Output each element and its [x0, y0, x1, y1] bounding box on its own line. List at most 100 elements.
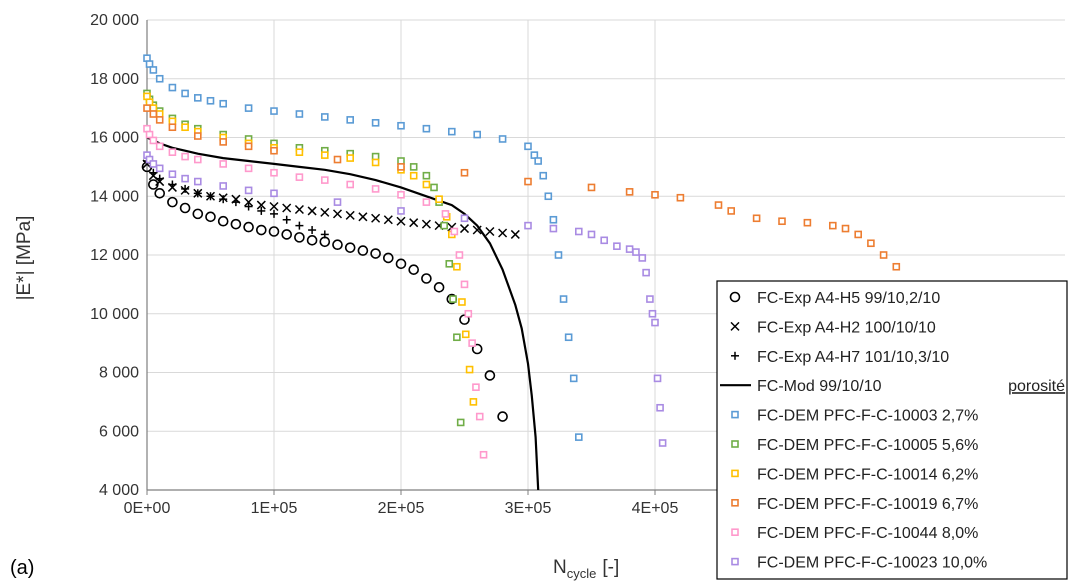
data-point [192, 208, 204, 220]
data-point [155, 116, 164, 124]
series-1 [142, 159, 520, 239]
data-point [455, 251, 464, 259]
plot-area [141, 54, 901, 491]
data-point [145, 130, 154, 139]
data-point [231, 198, 240, 207]
data-point [892, 262, 901, 271]
data-point [145, 155, 154, 164]
data-point [149, 168, 158, 177]
data-point [397, 163, 405, 171]
data-point [320, 151, 329, 159]
data-point [371, 119, 380, 127]
data-point [181, 152, 189, 161]
data-point [346, 180, 355, 189]
data-point [243, 221, 254, 233]
data-point [168, 123, 177, 132]
data-point [149, 110, 158, 118]
data-point [282, 203, 292, 213]
data-point [651, 190, 659, 199]
legend-label: FC-DEM PFC-F-C-10044 8,0% [757, 525, 978, 542]
data-point [371, 158, 380, 167]
data-point [828, 221, 837, 230]
data-point [646, 295, 654, 303]
data-point [346, 116, 355, 124]
data-point [433, 282, 445, 293]
data-point [625, 188, 634, 196]
data-point [219, 138, 227, 146]
data-point [485, 226, 495, 237]
data-point [409, 163, 418, 171]
data-point [244, 104, 253, 112]
x-axis-label: Ncycle [-] [553, 557, 619, 581]
data-point [651, 318, 659, 327]
legend-marker [731, 440, 739, 448]
data-point [397, 207, 405, 215]
data-point [422, 180, 431, 189]
data-point [371, 213, 381, 223]
legend-header: porosité [1008, 378, 1065, 395]
x-tick-label: 2E+05 [378, 500, 425, 517]
data-point [295, 221, 304, 230]
data-point [676, 193, 685, 202]
data-point [440, 221, 448, 230]
legend-label: FC-DEM PFC-F-C-10014 6,2% [757, 466, 978, 483]
legend-marker [731, 528, 739, 537]
data-point [230, 218, 242, 230]
data-point [422, 124, 431, 133]
data-point [194, 155, 202, 164]
data-point [441, 210, 450, 218]
legend: FC-Exp A4-H5 99/10,2/10 FC-Exp A4-H2 100/… [716, 280, 1068, 580]
y-tick-label: 4 000 [99, 482, 139, 499]
data-point [371, 185, 380, 193]
data-point [549, 215, 558, 224]
data-point [206, 96, 215, 105]
data-point [167, 196, 178, 208]
data-point [294, 204, 304, 214]
panel-label: (a) [10, 557, 34, 579]
data-point [409, 171, 418, 180]
data-point [143, 104, 151, 112]
data-point [193, 189, 202, 198]
data-point [642, 268, 650, 277]
data-point [475, 412, 484, 421]
data-point [145, 60, 154, 68]
data-point [149, 160, 158, 168]
data-point [559, 295, 568, 303]
data-point [841, 224, 850, 233]
data-point [396, 216, 406, 226]
x-axis-label-subscript: cycle [567, 566, 597, 581]
data-point [397, 121, 405, 130]
data-point [168, 170, 177, 179]
data-point [564, 333, 573, 342]
data-point [181, 174, 189, 183]
legend-label: FC-DEM PFC-F-C-10003 2,7% [757, 408, 978, 425]
legend-marker [731, 557, 739, 566]
data-point [867, 239, 875, 248]
data-point [459, 224, 470, 234]
data-point [574, 227, 583, 236]
data-point [346, 154, 355, 162]
data-point [270, 189, 278, 198]
legend-marker [729, 291, 741, 303]
data-point [155, 174, 164, 183]
y-axis-label: |E*| [MPa] [14, 216, 35, 301]
legend-label: FC-DEM PFC-F-C-10023 10,0% [757, 555, 987, 572]
data-point [333, 198, 342, 206]
series-3 [146, 136, 540, 491]
data-point [155, 74, 164, 83]
data-point [397, 190, 405, 199]
data-point [370, 248, 381, 259]
legend-marker [730, 321, 740, 331]
data-point [447, 127, 456, 136]
data-point [625, 245, 634, 253]
tick-labels: 4 000 6 000 8 000 10 000 12 000 14 000 16 000 1… [90, 12, 678, 517]
data-point [460, 168, 469, 177]
data-point [752, 214, 761, 223]
y-tick-label: 16 000 [90, 130, 139, 147]
x-tick-label: 4E+05 [632, 500, 679, 517]
data-point [653, 374, 662, 383]
data-point [534, 157, 542, 165]
data-point [320, 113, 329, 121]
data-point [656, 403, 664, 412]
